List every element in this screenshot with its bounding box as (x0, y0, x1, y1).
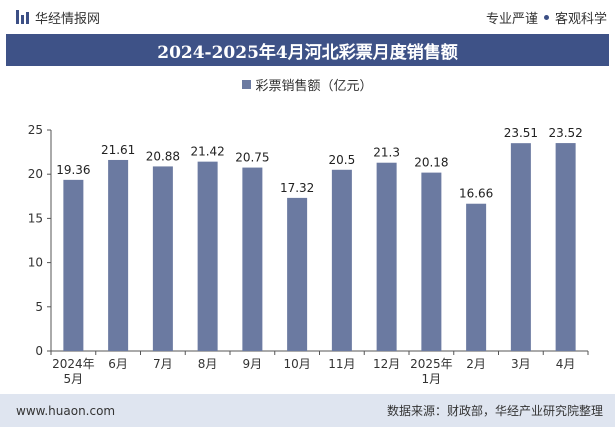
tag-objective: 客观科学 (554, 11, 607, 27)
x-tick-label-line: 12月 (373, 357, 400, 371)
bar-value-label: 20.18 (414, 156, 448, 170)
bar (152, 166, 173, 351)
x-tick-label: 3月 (511, 357, 531, 371)
dot-separator-icon (543, 14, 549, 20)
bar-value-label: 20.88 (146, 149, 180, 163)
x-tick-label-line: 2025年 (410, 357, 453, 371)
top-bar: 华经情报网 专业严谨 客观科学 (0, 0, 615, 34)
legend-swatch (242, 80, 252, 89)
x-tick-label: 8月 (198, 357, 218, 371)
x-tick-label: 11月 (328, 357, 355, 371)
x-tick-label: 2024年 5月 (52, 357, 95, 386)
bar (197, 161, 218, 351)
x-tick-label: 6月 (108, 357, 128, 371)
tag-professional: 专业严谨 (485, 11, 538, 27)
bar (555, 143, 576, 351)
y-tick-label: 15 (28, 211, 43, 225)
bar (421, 172, 442, 351)
x-tick-label-line: 6月 (108, 357, 128, 371)
x-tick-label-line: 4月 (556, 357, 576, 371)
y-tick-label: 20 (28, 167, 43, 181)
bar-value-label: 20.5 (329, 153, 356, 167)
bar-value-label: 19.36 (56, 163, 90, 177)
x-tick-label: 10月 (283, 357, 310, 371)
x-tick-label-line: 2月 (466, 357, 486, 371)
x-tick-label: 12月 (373, 357, 400, 371)
bar (108, 159, 129, 351)
chart-legend: 彩票销售额（亿元） (0, 75, 615, 94)
x-tick-label-line: 11月 (328, 357, 355, 371)
tagline: 专业严谨 客观科学 (486, 8, 607, 27)
bar-value-label: 21.42 (190, 145, 224, 159)
bar-value-label: 23.51 (504, 126, 538, 140)
bar-value-label: 17.32 (280, 181, 314, 195)
x-tick-label: 2月 (466, 357, 486, 371)
bar (466, 203, 487, 351)
bar (287, 197, 308, 351)
x-tick-label: 2025年 1月 (410, 357, 453, 386)
y-tick-label: 0 (35, 344, 43, 358)
x-tick-label-line: 7月 (153, 357, 173, 371)
bar-chart: 0 5 10 15 20 25 19.36 2024年 5月 21.61 6月 20.88 7月 21.4… (28, 123, 589, 386)
x-tick-label-line: 3月 (511, 357, 531, 371)
bar (63, 179, 84, 351)
footer: www.huaon.com 数据来源：财政部，华经产业研究院整理 (0, 394, 615, 427)
bar (510, 143, 531, 351)
bar-value-label: 21.3 (373, 146, 400, 160)
x-tick-label-line: 8月 (198, 357, 218, 371)
bar (331, 169, 352, 351)
x-tick-label-line: 2024年 (52, 357, 95, 371)
chart-title: 2024-2025年4月河北彩票月度销售额 (6, 34, 609, 66)
bar-value-label: 20.75 (235, 151, 269, 165)
bar-value-label: 23.52 (548, 126, 582, 140)
y-tick-label: 5 (35, 300, 43, 314)
x-tick-label: 7月 (153, 357, 173, 371)
site-name: 华经情报网 (35, 11, 101, 27)
x-tick-label: 4月 (556, 357, 576, 371)
x-tick-label-line: 10月 (283, 357, 310, 371)
brand[interactable]: 华经情报网 (16, 8, 100, 27)
y-tick-label: 10 (28, 256, 43, 270)
footer-website[interactable]: www.huaon.com (16, 403, 116, 418)
bar-value-label: 16.66 (459, 187, 493, 201)
bar-logo-icon (16, 10, 29, 24)
x-tick-label-line: 9月 (243, 357, 263, 371)
x-tick-label-line: 1月 (422, 372, 442, 386)
y-tick-label: 25 (28, 123, 43, 137)
legend-label: 彩票销售额（亿元） (255, 79, 373, 94)
x-tick-label: 9月 (243, 357, 263, 371)
bar (376, 162, 397, 351)
bar-value-label: 21.61 (101, 143, 135, 157)
x-tick-label-line: 5月 (64, 372, 84, 386)
bar (242, 167, 263, 351)
footer-source: 数据来源：财政部，华经产业研究院整理 (386, 404, 603, 418)
